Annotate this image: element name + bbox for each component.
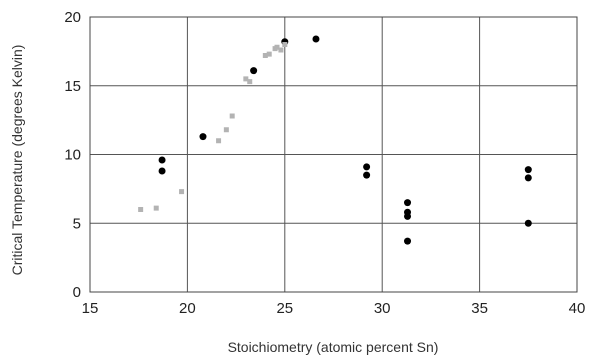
x-tick-label: 25 (276, 300, 293, 317)
data-point-square (278, 47, 284, 53)
data-point-circle (404, 199, 412, 207)
y-tick-label: 0 (73, 284, 81, 301)
data-point-circle (158, 167, 166, 175)
data-point-circle (363, 171, 371, 179)
x-tick-label: 20 (179, 300, 196, 317)
data-point-square (138, 207, 144, 212)
plot-frame (89, 16, 578, 293)
x-tick-label: 40 (569, 300, 586, 317)
data-point-circle (250, 67, 258, 75)
y-tick-label: 20 (64, 9, 81, 26)
data-point-circle (363, 163, 371, 171)
data-point-square (223, 127, 229, 133)
x-tick-label: 30 (374, 300, 391, 317)
x-tick-labels: 15 20 25 30 35 40 (82, 300, 586, 317)
x-tick-label: 35 (471, 300, 488, 317)
data-point-square (274, 44, 280, 50)
x-axis-label: Stoichiometry (atomic percent Sn) (228, 339, 439, 355)
data-point-circle (312, 35, 320, 43)
x-tick-label: 15 (82, 300, 99, 317)
data-point-square (247, 79, 253, 85)
data-point-square (229, 113, 235, 119)
data-point-square (153, 205, 159, 211)
y-tick-label: 15 (64, 78, 81, 95)
data-points (138, 35, 532, 245)
y-axis-label: Critical Temperature (degrees Kelvin) (9, 45, 25, 276)
data-point-square (266, 51, 272, 57)
data-point-square (243, 76, 249, 82)
data-point-square (282, 42, 288, 47)
data-point-circle (199, 133, 207, 141)
data-point-circle (524, 219, 532, 227)
data-point-square (179, 189, 185, 195)
y-tick-label: 5 (73, 215, 81, 232)
data-point-circle (524, 166, 532, 174)
data-point-circle (158, 156, 166, 164)
grid-lines (89, 16, 578, 293)
data-point-square (262, 53, 268, 58)
axes (89, 16, 578, 293)
data-point-square (216, 138, 222, 144)
y-tick-labels: 0 5 10 15 20 (64, 9, 81, 301)
data-point-circle (404, 212, 412, 220)
y-tick-label: 10 (64, 147, 81, 164)
data-point-circle (524, 174, 532, 182)
data-point-circle (404, 237, 412, 245)
